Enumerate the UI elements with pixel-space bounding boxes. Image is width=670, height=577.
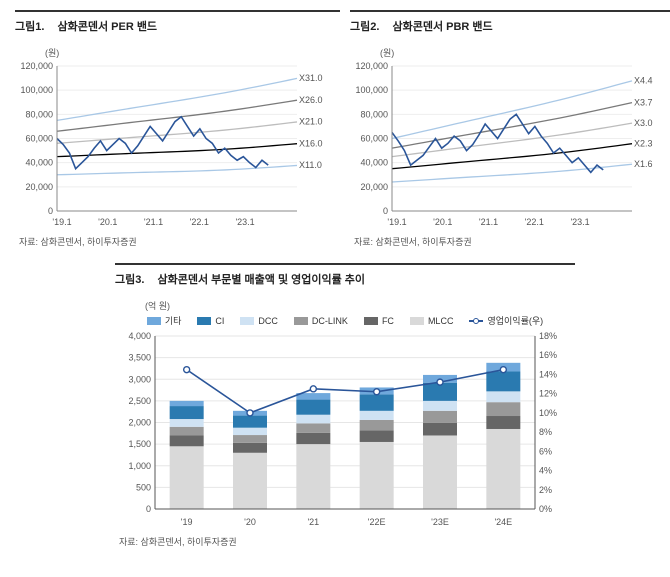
- chart2-title-idx: 그림2.: [350, 21, 379, 33]
- chart3-source: 자료: 삼화콘덴서, 하이투자증권: [119, 535, 575, 548]
- chart1-title-idx: 그림1.: [15, 21, 44, 33]
- svg-text:12%: 12%: [539, 389, 557, 399]
- svg-text:X16.0: X16.0: [299, 138, 323, 148]
- svg-text:0: 0: [383, 206, 388, 216]
- legend-item: MLCC: [410, 314, 454, 327]
- svg-text:'24E: '24E: [494, 517, 512, 527]
- svg-text:X4.4: X4.4: [634, 76, 653, 86]
- legend-item: 영업이익률(우): [469, 314, 543, 327]
- svg-text:3,000: 3,000: [128, 374, 151, 384]
- legend-item: DC-LINK: [294, 314, 348, 327]
- svg-text:14%: 14%: [539, 369, 557, 379]
- svg-text:'21: '21: [307, 517, 319, 527]
- svg-text:X3.7: X3.7: [634, 97, 653, 107]
- svg-text:'21.1: '21.1: [144, 217, 163, 227]
- svg-text:X26.0: X26.0: [299, 95, 323, 105]
- svg-text:10%: 10%: [539, 408, 557, 418]
- per-band-chart-panel: 그림1. 삼화콘덴서 PER 밴드 (원) 0 20,000 40,000 60,00…: [10, 10, 345, 248]
- svg-text:'22E: '22E: [368, 517, 386, 527]
- svg-text:'20: '20: [244, 517, 256, 527]
- chart3-title: 그림3. 삼화콘덴서 부문별 매출액 및 영업이익률 추이: [115, 263, 575, 291]
- svg-text:4%: 4%: [539, 466, 552, 476]
- svg-text:8%: 8%: [539, 427, 552, 437]
- svg-text:20,000: 20,000: [360, 182, 388, 192]
- legend-item: DCC: [240, 314, 278, 327]
- legend-item: 기타: [147, 314, 182, 327]
- svg-text:'23.1: '23.1: [235, 217, 254, 227]
- chart3-legend: 기타 CI DCC DC-LINK FC MLCC 영업이익률(우): [115, 314, 575, 327]
- svg-text:18%: 18%: [539, 331, 557, 341]
- legend-item: FC: [364, 314, 394, 327]
- svg-text:80,000: 80,000: [25, 109, 53, 119]
- chart3-svg: 0 500 1,000 1,500 2,000 2,500 3,000 3,500 4,000 0…: [115, 331, 575, 531]
- svg-text:1,000: 1,000: [128, 461, 151, 471]
- svg-text:X31.0: X31.0: [299, 73, 323, 83]
- chart3-title-idx: 그림3.: [115, 274, 144, 286]
- svg-text:40,000: 40,000: [360, 158, 388, 168]
- svg-text:20,000: 20,000: [25, 182, 53, 192]
- svg-text:'21.1: '21.1: [479, 217, 498, 227]
- svg-text:0: 0: [146, 504, 151, 514]
- legend-item: CI: [197, 314, 224, 327]
- svg-text:2,500: 2,500: [128, 396, 151, 406]
- svg-text:100,000: 100,000: [355, 85, 388, 95]
- chart2-title-text: 삼화콘덴서 PBR 밴드: [392, 21, 492, 33]
- svg-text:'22.1: '22.1: [525, 217, 544, 227]
- svg-text:3,500: 3,500: [128, 353, 151, 363]
- chart3-title-text: 삼화콘덴서 부문별 매출액 및 영업이익률 추이: [157, 274, 365, 286]
- svg-text:'20.1: '20.1: [98, 217, 117, 227]
- svg-text:6%: 6%: [539, 446, 552, 456]
- svg-text:'19: '19: [181, 517, 193, 527]
- svg-text:120,000: 120,000: [20, 61, 53, 71]
- svg-text:'19.1: '19.1: [387, 217, 406, 227]
- chart2-svg: 0 20,000 40,000 60,000 80,000 100,000 120,000 '…: [350, 61, 670, 231]
- svg-text:X11.0: X11.0: [299, 160, 322, 170]
- chart2-source: 자료: 삼화콘덴서, 하이투자증권: [354, 235, 670, 248]
- svg-text:100,000: 100,000: [20, 85, 53, 95]
- chart2-y-unit: (원): [380, 46, 670, 59]
- svg-text:'20.1: '20.1: [433, 217, 452, 227]
- svg-text:40,000: 40,000: [25, 158, 53, 168]
- svg-text:1,500: 1,500: [128, 439, 151, 449]
- chart1-title: 그림1. 삼화콘덴서 PER 밴드: [15, 10, 340, 38]
- svg-text:'23E: '23E: [431, 517, 449, 527]
- svg-text:16%: 16%: [539, 350, 557, 360]
- svg-text:60,000: 60,000: [360, 134, 388, 144]
- svg-text:2%: 2%: [539, 485, 552, 495]
- svg-text:X2.3: X2.3: [634, 138, 653, 148]
- segment-revenue-chart-panel: 그림3. 삼화콘덴서 부문별 매출액 및 영업이익률 추이 (억 원) 기타 CI…: [115, 263, 575, 548]
- svg-text:'23.1: '23.1: [570, 217, 589, 227]
- svg-text:120,000: 120,000: [355, 61, 388, 71]
- svg-text:'22.1: '22.1: [190, 217, 209, 227]
- svg-text:80,000: 80,000: [360, 109, 388, 119]
- chart1-title-text: 삼화콘덴서 PER 밴드: [57, 21, 157, 33]
- chart2-title: 그림2. 삼화콘덴서 PBR 밴드: [350, 10, 670, 38]
- chart1-source: 자료: 삼화콘덴서, 하이투자증권: [19, 235, 340, 248]
- chart1-y-unit: (원): [45, 46, 340, 59]
- pbr-band-chart-panel: 그림2. 삼화콘덴서 PBR 밴드 (원) 0 20,000 40,000 60,00…: [345, 10, 670, 248]
- svg-text:0: 0: [48, 206, 53, 216]
- chart1-svg: 0 20,000 40,000 60,000 80,000 100,000 120,000 '…: [15, 61, 335, 231]
- svg-text:4,000: 4,000: [128, 331, 151, 341]
- chart3-y-unit: (억 원): [145, 299, 575, 312]
- svg-text:X21.0: X21.0: [299, 117, 323, 127]
- svg-text:0%: 0%: [539, 504, 552, 514]
- svg-text:60,000: 60,000: [25, 134, 53, 144]
- svg-text:X3.0: X3.0: [634, 118, 653, 128]
- svg-text:X1.6: X1.6: [634, 159, 653, 169]
- svg-text:2,000: 2,000: [128, 418, 151, 428]
- svg-text:500: 500: [136, 482, 151, 492]
- svg-text:'19.1: '19.1: [52, 217, 71, 227]
